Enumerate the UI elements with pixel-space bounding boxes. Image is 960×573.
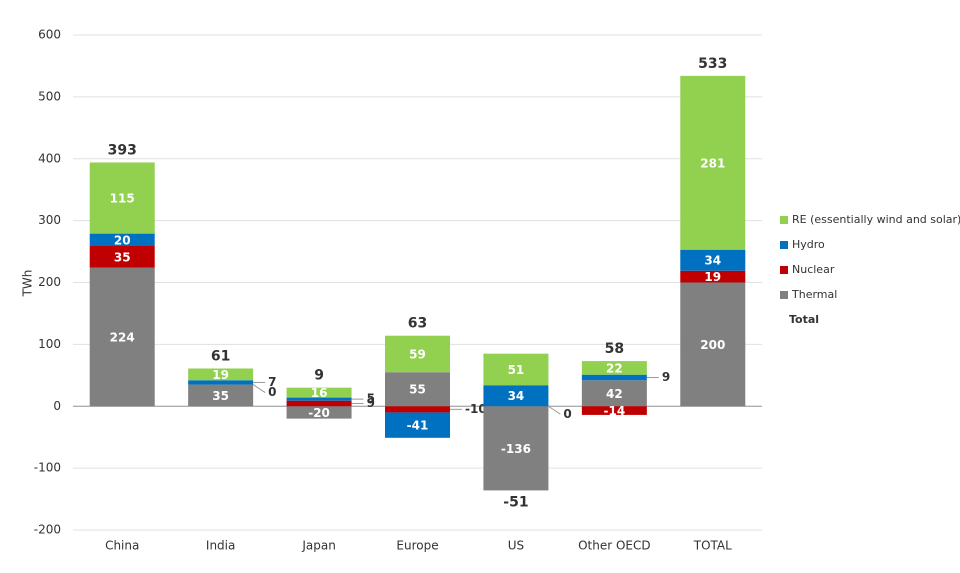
y-tick-label: 500 xyxy=(38,89,61,103)
value-label: 224 xyxy=(110,330,135,344)
legend-label: Hydro xyxy=(792,238,825,251)
total-label: 61 xyxy=(211,349,230,365)
value-label: 19 xyxy=(212,368,229,382)
value-label: 34 xyxy=(508,389,525,403)
bar-segment xyxy=(581,406,647,415)
value-label: 35 xyxy=(212,389,229,403)
x-tick-label: Europe xyxy=(396,539,438,553)
legend-label: RE (essentially wind and solar) xyxy=(792,213,960,226)
y-tick-label: 300 xyxy=(38,213,61,227)
value-label: 9 xyxy=(367,396,375,410)
bar-segment xyxy=(188,384,254,407)
value-label: 34 xyxy=(704,254,721,268)
bar-segment xyxy=(188,380,254,385)
value-label: 281 xyxy=(700,156,725,170)
legend-swatch xyxy=(780,216,788,224)
bar-segment xyxy=(385,406,450,413)
y-axis-label: TWh xyxy=(21,270,35,298)
bar-segment xyxy=(483,385,549,407)
y-tick-label: -200 xyxy=(34,523,61,537)
x-tick-label: Japan xyxy=(301,539,335,553)
value-label: 7 xyxy=(268,375,276,389)
total-label: 533 xyxy=(698,56,727,72)
value-label: 19 xyxy=(704,270,721,284)
total-label: 9 xyxy=(314,368,324,384)
value-label: 42 xyxy=(606,387,623,401)
value-label: -14 xyxy=(604,404,626,418)
value-label: 0 xyxy=(268,385,276,399)
value-label: -41 xyxy=(407,419,429,433)
bar-segment xyxy=(581,374,647,381)
y-tick-label: 200 xyxy=(38,275,61,289)
value-label: 200 xyxy=(700,338,725,352)
bar-segment xyxy=(286,406,352,419)
legend-label: Nuclear xyxy=(792,263,835,276)
legend-label: Thermal xyxy=(791,288,837,301)
bar-segment xyxy=(89,233,155,246)
value-label: 59 xyxy=(409,347,426,361)
leader-line xyxy=(252,384,266,394)
x-tick-label: TOTAL xyxy=(693,539,732,553)
bar-segment xyxy=(385,412,450,438)
y-tick-label: 100 xyxy=(38,337,61,351)
x-tick-label: Other OECD xyxy=(578,539,651,553)
leader-line xyxy=(548,405,561,415)
value-label: -136 xyxy=(501,442,531,456)
x-tick-label: China xyxy=(105,539,139,553)
value-label: 22 xyxy=(606,361,623,375)
bar-segment xyxy=(89,267,155,407)
y-tick-label: -100 xyxy=(34,461,61,475)
y-tick-label: 0 xyxy=(53,399,61,413)
bar-segment xyxy=(286,387,352,398)
bar-segment xyxy=(385,335,450,373)
value-label: 35 xyxy=(114,250,131,264)
bar-segment xyxy=(680,75,746,250)
legend-swatch xyxy=(780,241,788,249)
total-label: 58 xyxy=(605,341,624,357)
value-label: 0 xyxy=(563,407,571,421)
bar-segment xyxy=(286,400,352,407)
bar-segment xyxy=(680,282,746,407)
bar-segment xyxy=(286,397,352,401)
x-tick-label: India xyxy=(206,539,235,553)
bar-segment xyxy=(385,372,450,407)
bar-segment xyxy=(483,406,549,491)
value-label: 51 xyxy=(508,363,525,377)
bar-segment xyxy=(483,353,549,386)
total-label: 63 xyxy=(408,316,427,332)
bar-segment xyxy=(581,380,647,407)
value-label: 20 xyxy=(114,233,131,247)
x-tick-label: US xyxy=(508,539,524,553)
value-label: 16 xyxy=(311,386,328,400)
y-tick-label: 600 xyxy=(38,28,61,42)
bar-segment xyxy=(680,249,746,271)
value-label: 5 xyxy=(367,392,375,406)
bar-segment xyxy=(680,270,746,283)
value-label: -10 xyxy=(465,402,487,416)
total-label: 393 xyxy=(108,142,137,158)
legend-swatch xyxy=(780,291,788,299)
total-label: -51 xyxy=(503,494,528,510)
legend-label: Total xyxy=(789,313,819,326)
value-label: 55 xyxy=(409,383,426,397)
bar-segment xyxy=(581,361,647,375)
y-tick-label: 400 xyxy=(38,151,61,165)
value-label: 9 xyxy=(662,370,670,384)
bar-segment xyxy=(188,368,254,381)
value-label: -20 xyxy=(308,406,330,420)
bar-segment xyxy=(89,245,155,268)
value-label: 115 xyxy=(110,192,135,206)
bar-segment xyxy=(89,162,155,234)
legend-swatch xyxy=(780,266,788,274)
